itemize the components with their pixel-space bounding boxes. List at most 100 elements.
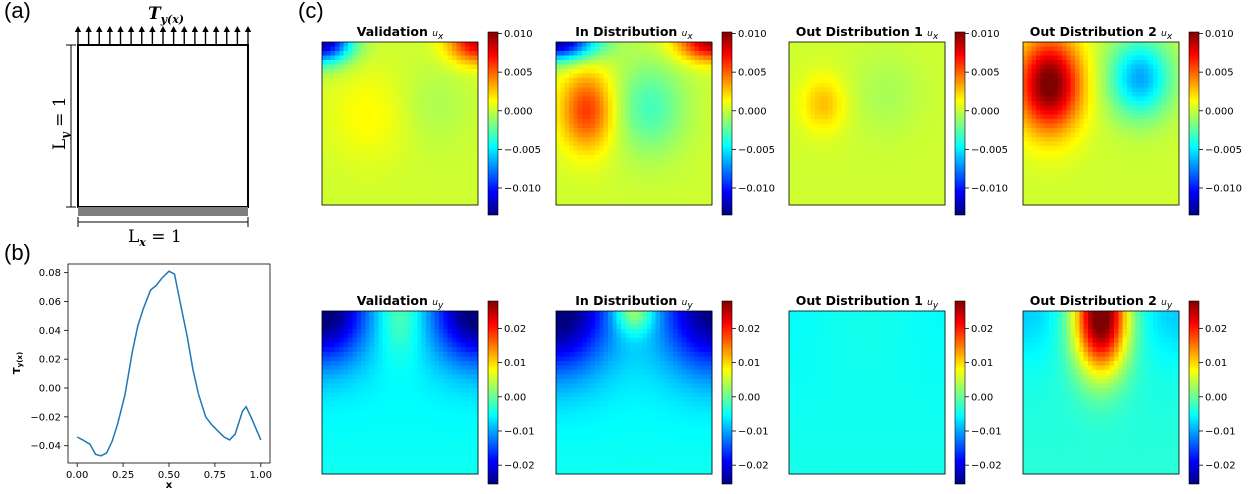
heatmap-cell bbox=[452, 195, 457, 202]
heatmap-cell bbox=[378, 182, 384, 188]
heatmap-cell bbox=[797, 46, 803, 52]
heatmap-cell bbox=[1079, 78, 1085, 84]
heatmap-cell bbox=[413, 128, 418, 134]
heatmap-cell bbox=[690, 123, 696, 129]
heatmap-cell bbox=[1057, 82, 1063, 88]
heatmap-cell bbox=[634, 186, 639, 193]
heatmap-cell bbox=[387, 164, 392, 170]
heatmap-cell bbox=[1118, 132, 1124, 138]
heatmap-cell bbox=[577, 123, 583, 129]
heatmap-cell bbox=[612, 200, 618, 206]
heatmap-cell bbox=[621, 200, 626, 206]
heatmap-cell bbox=[677, 114, 683, 120]
heatmap-cell bbox=[1062, 73, 1067, 79]
heatmap-cell bbox=[1049, 87, 1054, 93]
heatmap-cell bbox=[690, 155, 696, 161]
heatmap-cell bbox=[339, 123, 345, 129]
heatmap-cell bbox=[560, 195, 566, 202]
heatmap-cell bbox=[404, 164, 410, 170]
heatmap-cell bbox=[322, 164, 327, 170]
heatmap-cell bbox=[914, 100, 920, 106]
heatmap-cell bbox=[387, 173, 392, 179]
heatmap-cell bbox=[919, 173, 924, 179]
heatmap-cell bbox=[910, 195, 916, 202]
heatmap-cell bbox=[352, 186, 358, 193]
heatmap-cell bbox=[858, 177, 864, 183]
heatmap-cell bbox=[465, 109, 470, 116]
heatmap-cell bbox=[361, 91, 366, 97]
heatmap-cell bbox=[330, 87, 336, 93]
heatmap-cell bbox=[897, 123, 903, 129]
heatmap-cell bbox=[460, 195, 466, 202]
heatmap-cell bbox=[330, 141, 336, 147]
heatmap-cell bbox=[1049, 69, 1054, 75]
heatmap-cell bbox=[845, 146, 851, 152]
heatmap-cell bbox=[893, 132, 898, 138]
heatmap-cell bbox=[634, 73, 639, 79]
heatmap-cell bbox=[923, 64, 929, 70]
heatmap-cell bbox=[660, 150, 665, 156]
heatmap-cell bbox=[893, 82, 898, 88]
heatmap-cell bbox=[616, 118, 622, 125]
heatmap-cell bbox=[612, 114, 618, 120]
heatmap-cell bbox=[404, 55, 410, 61]
heatmap-cell bbox=[651, 60, 657, 66]
heatmap-cell bbox=[447, 195, 453, 202]
heatmap-cell bbox=[434, 168, 440, 174]
heatmap-cell bbox=[369, 51, 375, 57]
heatmap-cell bbox=[608, 123, 613, 129]
heatmap-cell bbox=[430, 132, 436, 138]
heatmap-cell bbox=[910, 114, 916, 120]
heatmap-cell bbox=[884, 137, 890, 143]
heatmap-cell bbox=[858, 182, 864, 188]
heatmap-cell bbox=[1140, 96, 1145, 102]
heatmap-cell bbox=[1075, 96, 1080, 102]
heatmap-cell bbox=[582, 146, 587, 152]
heatmap-cell bbox=[1053, 137, 1059, 143]
heatmap-cell bbox=[1161, 78, 1167, 84]
heatmap-cell bbox=[356, 123, 362, 129]
heatmap-cell bbox=[603, 55, 609, 61]
heatmap-cell bbox=[374, 200, 379, 206]
heatmap-cell bbox=[1083, 69, 1089, 75]
heatmap-cell bbox=[603, 73, 609, 79]
heatmap-cell bbox=[1153, 64, 1158, 70]
heatmap-cell bbox=[1023, 132, 1028, 138]
heatmap-cell bbox=[378, 42, 384, 48]
heatmap-cell bbox=[1036, 155, 1041, 161]
heatmap-cell bbox=[1096, 105, 1102, 111]
heatmap-cell bbox=[651, 69, 657, 75]
heatmap-cell bbox=[395, 105, 401, 111]
heatmap-cell bbox=[897, 177, 903, 183]
heatmap-cell bbox=[343, 105, 349, 111]
heatmap-cell bbox=[1083, 64, 1089, 70]
heatmap-cell bbox=[914, 159, 920, 165]
heatmap-cell bbox=[1075, 78, 1080, 84]
heatmap-cell bbox=[927, 141, 933, 147]
heatmap-cell bbox=[660, 69, 665, 75]
heatmap-cell bbox=[1174, 137, 1180, 143]
heatmap-cell bbox=[443, 78, 449, 84]
heatmap-cell bbox=[703, 42, 709, 48]
heatmap-cell bbox=[378, 132, 384, 138]
heatmap-cell bbox=[404, 182, 410, 188]
heatmap-cell bbox=[686, 182, 691, 188]
heatmap-cell bbox=[655, 182, 661, 188]
heatmap-cell bbox=[378, 96, 384, 102]
heatmap-cell bbox=[849, 96, 855, 102]
heatmap-cell bbox=[439, 164, 444, 170]
heatmap-cell bbox=[569, 114, 574, 120]
heatmap-cell bbox=[901, 100, 907, 106]
y-tick-label: −0.02 bbox=[30, 412, 61, 423]
heatmap-cell bbox=[434, 87, 440, 93]
heatmap-cell bbox=[819, 105, 825, 111]
heatmap-cell bbox=[893, 191, 898, 197]
heatmap-cell bbox=[595, 168, 600, 174]
heatmap-cell bbox=[681, 87, 687, 93]
heatmap-cell bbox=[823, 191, 829, 197]
heatmap-cell bbox=[1079, 69, 1085, 75]
heatmap-cell bbox=[1122, 46, 1128, 52]
heatmap-cell bbox=[1105, 60, 1111, 66]
heatmap-cell bbox=[465, 42, 470, 48]
heatmap-cell bbox=[806, 114, 812, 120]
